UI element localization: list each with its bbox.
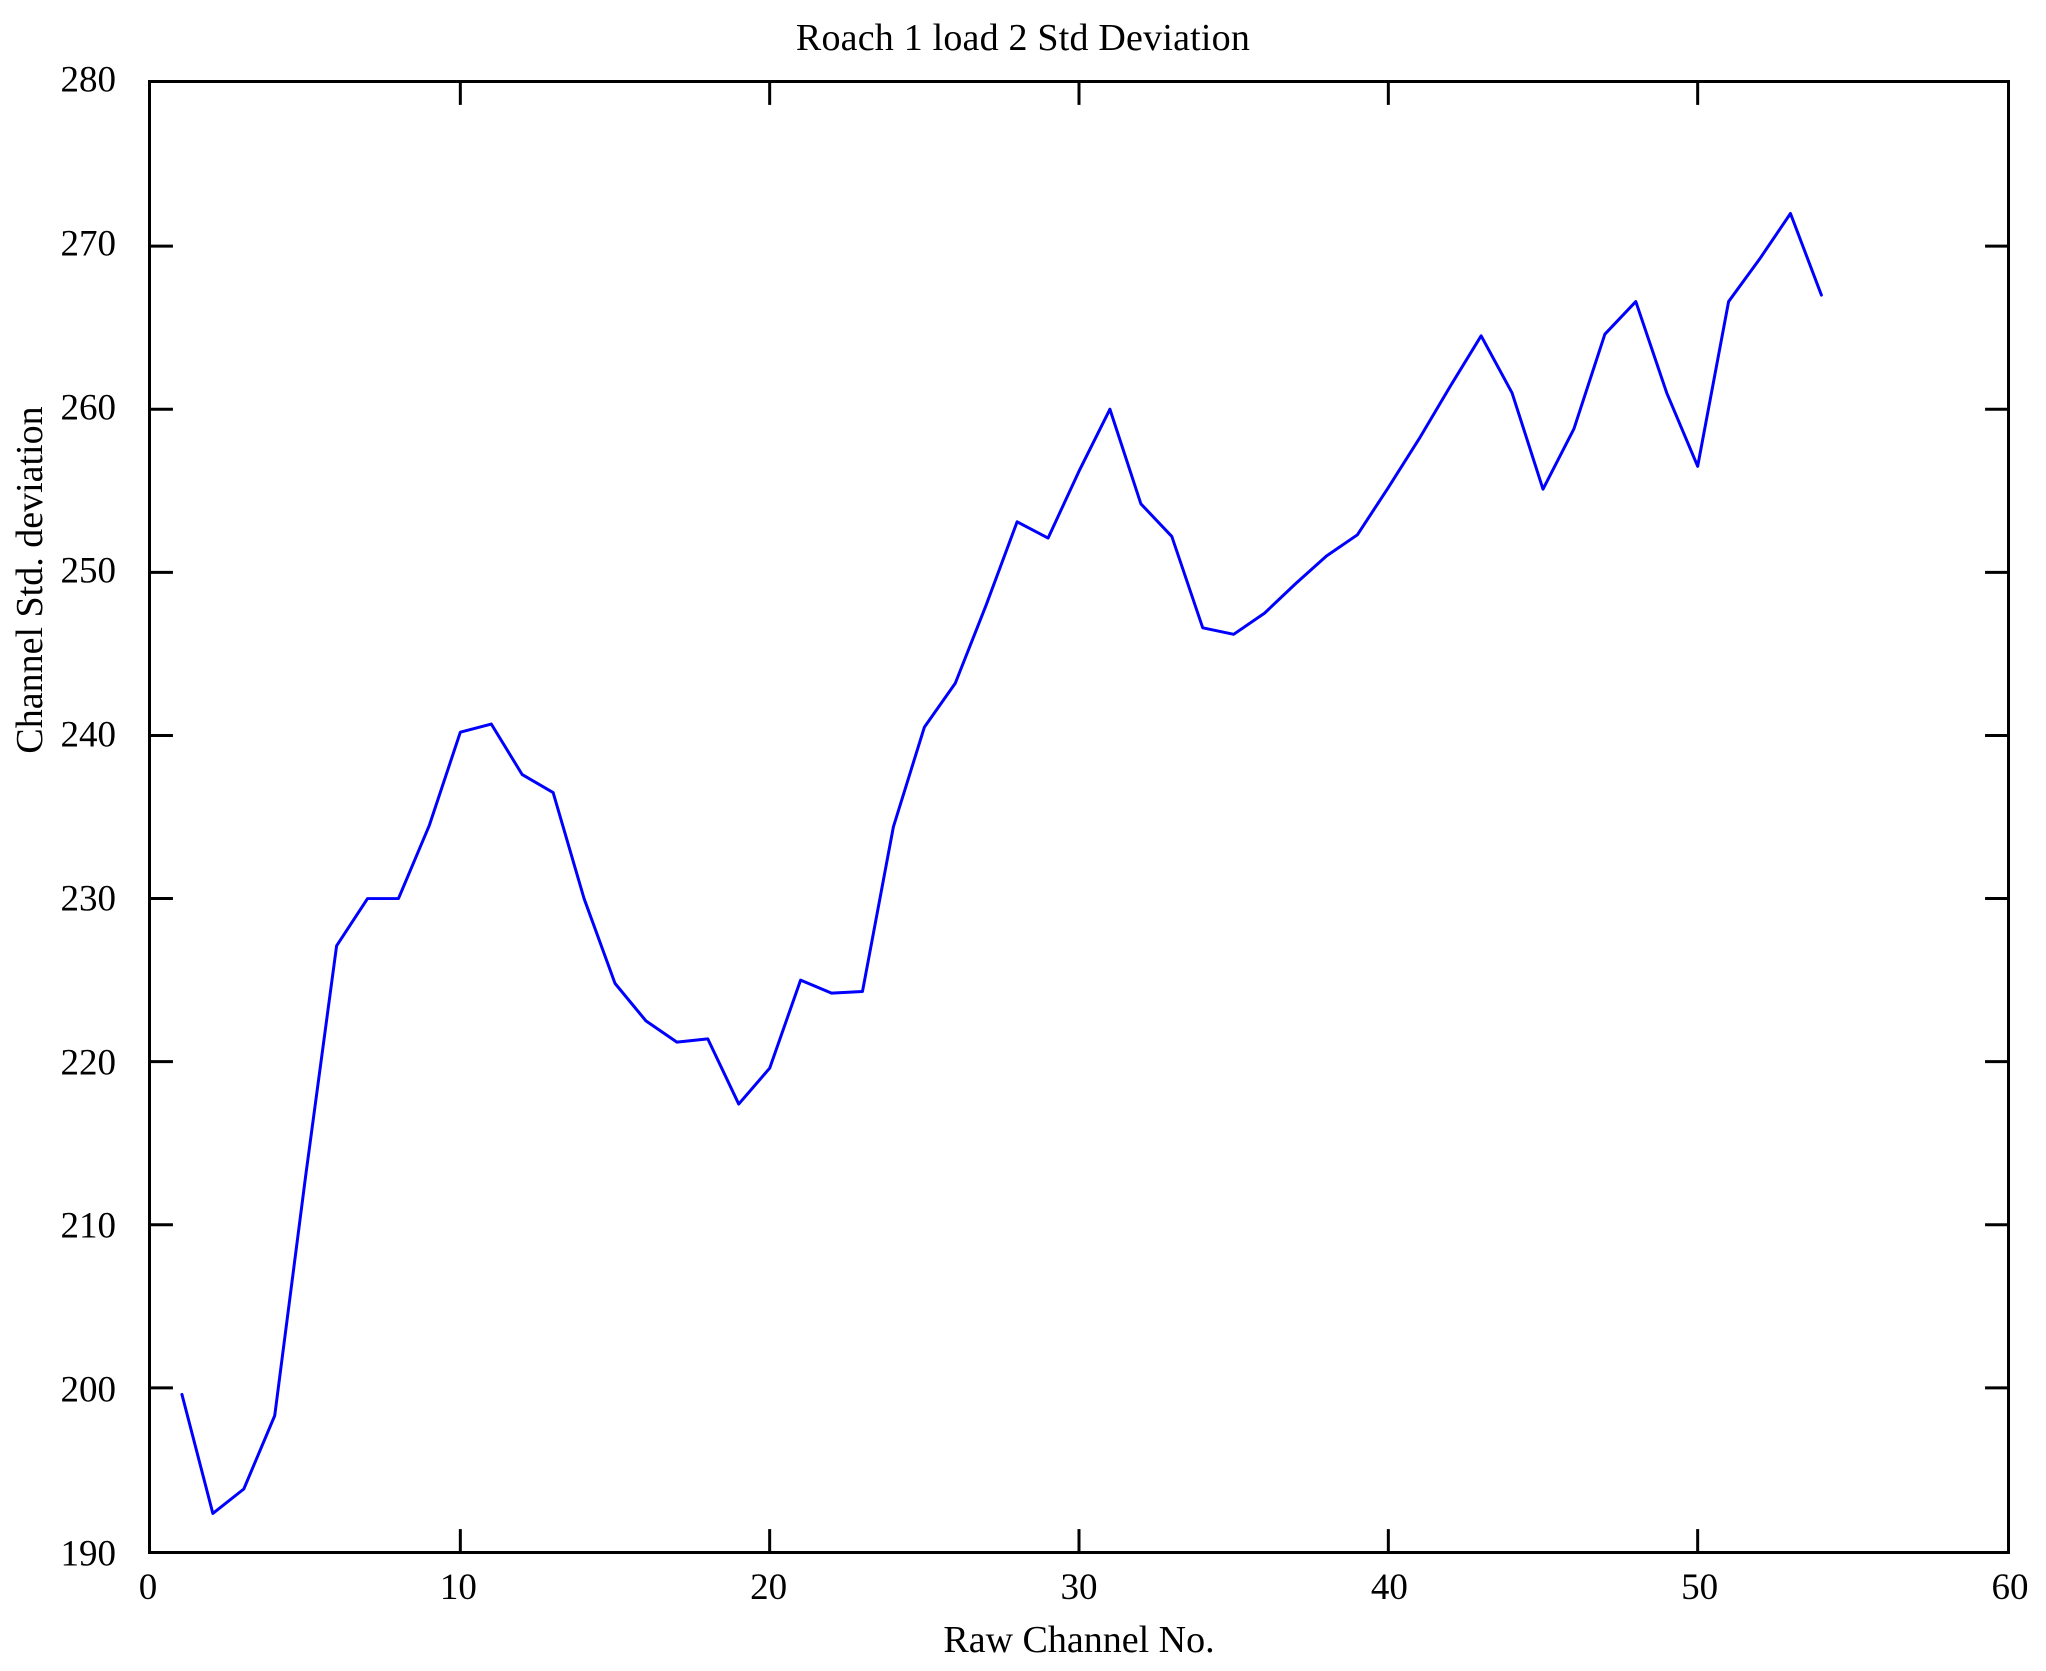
y-axis-tick-label: 210 — [60, 1205, 117, 1247]
x-axis-tick-label: 30 — [1060, 1567, 1098, 1608]
x-axis-title: Raw Channel No. — [943, 1619, 1215, 1661]
x-axis-tick-labels: 0 10 20 30 40 50 60 — [139, 1566, 2029, 1622]
x-axis-tick-label: 60 — [1991, 1567, 2029, 1608]
y-axis-tick-label: 220 — [60, 1042, 117, 1084]
x-axis-tick-label: 40 — [1370, 1567, 1408, 1608]
chart-title: Roach 1 load 2 Std Deviation — [795, 17, 1251, 59]
y-axis-tick-labels: 190 200 210 220 230 240 250 260 270 280 — [0, 62, 130, 1573]
plot-area — [148, 80, 2010, 1554]
y-axis-tick-label: 190 — [60, 1533, 117, 1575]
plot-svg — [151, 83, 2007, 1551]
y-axis-tick-label: 250 — [60, 550, 117, 592]
y-axis-ticks — [151, 244, 2007, 1390]
x-axis-ticks — [458, 83, 1700, 1551]
x-axis-tick-label: 0 — [138, 1567, 158, 1608]
y-axis-tick-label: 260 — [60, 387, 117, 429]
y-axis-tick-label: 200 — [60, 1369, 117, 1411]
x-axis-tick-label: 10 — [439, 1567, 477, 1608]
data-series-line — [180, 211, 1823, 1515]
y-axis-tick-label: 230 — [60, 878, 117, 920]
x-axis-tick-label: 20 — [750, 1567, 788, 1608]
y-axis-tick-label: 280 — [60, 59, 117, 101]
y-axis-tick-label: 270 — [60, 223, 117, 265]
y-axis-tick-label: 240 — [60, 714, 117, 756]
x-axis-tick-label: 50 — [1681, 1567, 1719, 1608]
